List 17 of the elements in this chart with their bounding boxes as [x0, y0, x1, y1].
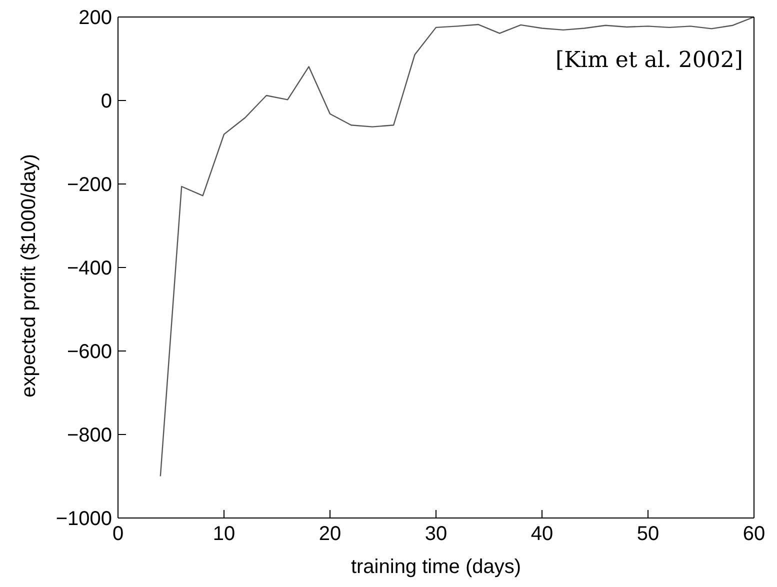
x-tick-label: 10	[212, 523, 236, 546]
y-tick-label: 0	[100, 90, 112, 113]
citation-note: [Kim et al. 2002]	[556, 48, 743, 73]
y-axis-title: expected profit ($1000/day)	[18, 154, 40, 398]
y-tick-label: −1000	[56, 508, 112, 530]
y-tick-label: −800	[66, 424, 112, 447]
x-axis-title: training time (days)	[350, 556, 522, 578]
x-tick-label: 60	[742, 523, 766, 546]
y-tick-label: −200	[66, 174, 112, 196]
x-tick-label: 30	[424, 523, 448, 546]
x-tick-label: 40	[530, 523, 554, 546]
y-tick-label: 200	[78, 7, 112, 30]
y-tick-label: −600	[66, 341, 112, 364]
x-tick-label: 50	[636, 523, 660, 546]
x-tick-label: 20	[318, 523, 342, 546]
line-series	[160, 17, 754, 477]
y-tick-label: −400	[66, 258, 112, 280]
